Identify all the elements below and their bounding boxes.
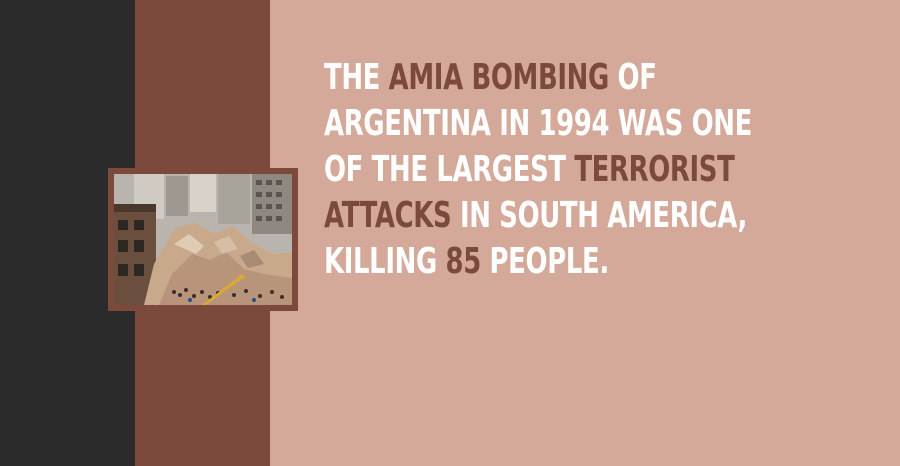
fact-highlight-text: TERRORIST — [574, 149, 735, 190]
fact-text: THE AMIA BOMBING OF ARGENTINA IN 1994 WAS… — [324, 55, 799, 285]
fact-highlight-text: AMIA BOMBING — [388, 57, 610, 98]
photo-frame — [108, 168, 298, 311]
fact-text-segment: OF THE LARGEST — [324, 149, 575, 190]
main-background — [270, 0, 900, 466]
fact-line: KILLING 85 PEOPLE. — [324, 239, 799, 285]
fact-line: ATTACKS IN SOUTH AMERICA, — [324, 193, 799, 239]
fact-line: ARGENTINA IN 1994 WAS ONE — [324, 101, 799, 147]
fact-text-segment: ARGENTINA IN 1994 WAS ONE — [324, 103, 752, 144]
fact-text-segment: IN SOUTH AMERICA, — [451, 195, 747, 236]
fact-text-segment: OF — [608, 57, 657, 98]
fact-highlight-text: 85 — [445, 241, 482, 282]
rubble-photo-illustration — [114, 174, 292, 305]
fact-text-segment: THE — [324, 57, 389, 98]
bombing-rubble-photo — [114, 174, 292, 305]
fact-line: OF THE LARGEST TERRORIST — [324, 147, 799, 193]
fact-text-segment: PEOPLE. — [480, 241, 610, 282]
fact-line: THE AMIA BOMBING OF — [324, 55, 799, 101]
fact-text-segment: KILLING — [324, 241, 446, 282]
fact-highlight-text: ATTACKS — [324, 195, 452, 236]
